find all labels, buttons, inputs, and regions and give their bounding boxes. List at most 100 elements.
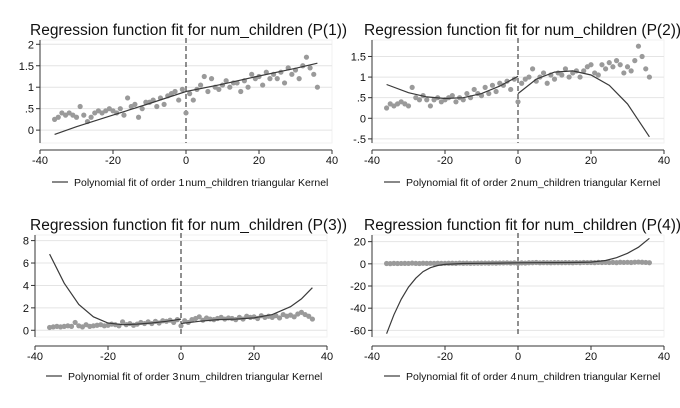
scatter-point (314, 84, 320, 90)
scatter-point (223, 78, 229, 84)
scatter-point (635, 43, 642, 49)
scatter-point (405, 103, 412, 109)
scatter-point (216, 86, 222, 92)
scatter-point (464, 90, 470, 97)
scatter-point (431, 260, 437, 266)
y-tick-label: 6 (23, 258, 29, 270)
scatter-point (646, 260, 653, 266)
scatter-point (179, 86, 185, 92)
legend-text: Polynomial fit of order (406, 177, 508, 189)
y-tick-label: -40 (350, 303, 366, 315)
y-tick-label: 2 (23, 303, 29, 315)
scatter-point (449, 93, 455, 99)
fit-right-line (517, 70, 650, 138)
legend: Polynomial fit of order 1num_children tri… (52, 177, 328, 189)
scatter-point (624, 259, 631, 265)
scatter-point (595, 72, 601, 78)
scatter-point (559, 72, 565, 78)
scatter-point (515, 99, 521, 105)
scatter-point (460, 97, 466, 103)
legend: Polynomial fit of order 2num_children tri… (384, 177, 660, 189)
scatter-point (201, 73, 207, 80)
chart-panel-4: Regression function fit for num_children… (350, 217, 680, 383)
scatter-point (588, 62, 594, 68)
scatter-point (508, 86, 514, 93)
scatter-point (276, 315, 283, 321)
y-tick-label: 1 (28, 82, 34, 94)
scatter-point (73, 114, 80, 120)
y-tick-label: 1.5 (19, 61, 34, 73)
legend-order: 2 (511, 177, 517, 189)
scatter-point (610, 64, 616, 70)
scatter-point (291, 314, 297, 320)
y-tick-label: 20 (354, 237, 366, 249)
x-tick-label: -40 (364, 155, 380, 167)
y-tick-label: 0 (360, 259, 366, 271)
x-tick-label: 40 (658, 155, 670, 167)
y-tick-label: 0 (360, 113, 366, 125)
scatter-point (489, 82, 496, 88)
scatter-point (471, 86, 477, 93)
y-tick-label: 1 (360, 72, 366, 84)
fit-right-line (185, 62, 318, 93)
scatter-point (632, 259, 638, 265)
fit-left-line (54, 90, 187, 135)
chart-title: Regression function fit for num_children… (30, 22, 347, 39)
scatter-point (303, 54, 310, 60)
scatter-point (178, 323, 184, 329)
y-tick-label: -20 (350, 281, 366, 293)
scatter-point (249, 71, 255, 77)
chart-panel-2: Regression function fit for num_children… (351, 22, 680, 189)
scatter-point (307, 65, 313, 71)
x-tick-label: 40 (326, 155, 338, 167)
scatter-point (172, 88, 178, 95)
scatter-point (544, 80, 550, 86)
legend-label: Polynomial fit of order 2num_children tri… (406, 177, 660, 189)
fit-left-line (49, 253, 182, 326)
x-tick-label: 40 (321, 351, 333, 363)
scatter-point (581, 68, 587, 74)
scatter-point (613, 58, 620, 64)
scatter-point (628, 68, 634, 74)
scatter-point (409, 84, 415, 90)
x-tick-label: 20 (585, 351, 597, 363)
scatter-point (639, 53, 645, 60)
scatter-point (120, 319, 126, 325)
scatter-point (274, 76, 280, 82)
scatter-point (530, 66, 536, 72)
y-tick-label: 8 (23, 236, 29, 248)
legend-variable: num_children triangular Kernel (179, 371, 322, 383)
scatter-point (205, 88, 211, 95)
x-tick-label: 20 (248, 351, 260, 363)
scatter-point (643, 66, 649, 72)
scatter-point (311, 71, 317, 77)
x-tick-label: 0 (178, 351, 184, 363)
scatter-point (309, 316, 315, 322)
scatter-point (394, 260, 401, 267)
x-tick-label: 20 (253, 155, 265, 167)
scatter-point (143, 99, 149, 105)
legend: Polynomial fit of order 4num_children tri… (384, 371, 660, 383)
scatter-point (260, 82, 266, 88)
y-tick-label: 0 (28, 125, 34, 137)
y-tick-label: 1.5 (351, 51, 366, 63)
x-tick-label: -20 (437, 155, 453, 167)
chart-title: Regression function fit for num_children… (364, 217, 680, 234)
legend-order: 3 (173, 371, 179, 383)
scatter-point (413, 260, 419, 266)
scatter-point (208, 76, 215, 82)
scatter-point (55, 114, 61, 120)
scatter-point (77, 103, 83, 110)
scatter-point (566, 74, 572, 80)
scatter-point (176, 97, 182, 103)
scatter-point (424, 97, 430, 103)
legend-order: 1 (179, 177, 185, 189)
x-tick-label: -20 (105, 155, 121, 167)
scatter-point (606, 259, 612, 266)
x-tick-label: 20 (585, 155, 597, 167)
scatter-point (606, 60, 612, 66)
fit-right-line (180, 287, 313, 325)
scatter-point (132, 101, 138, 107)
y-tick-label: 2 (28, 39, 34, 51)
x-tick-label: -20 (100, 351, 116, 363)
